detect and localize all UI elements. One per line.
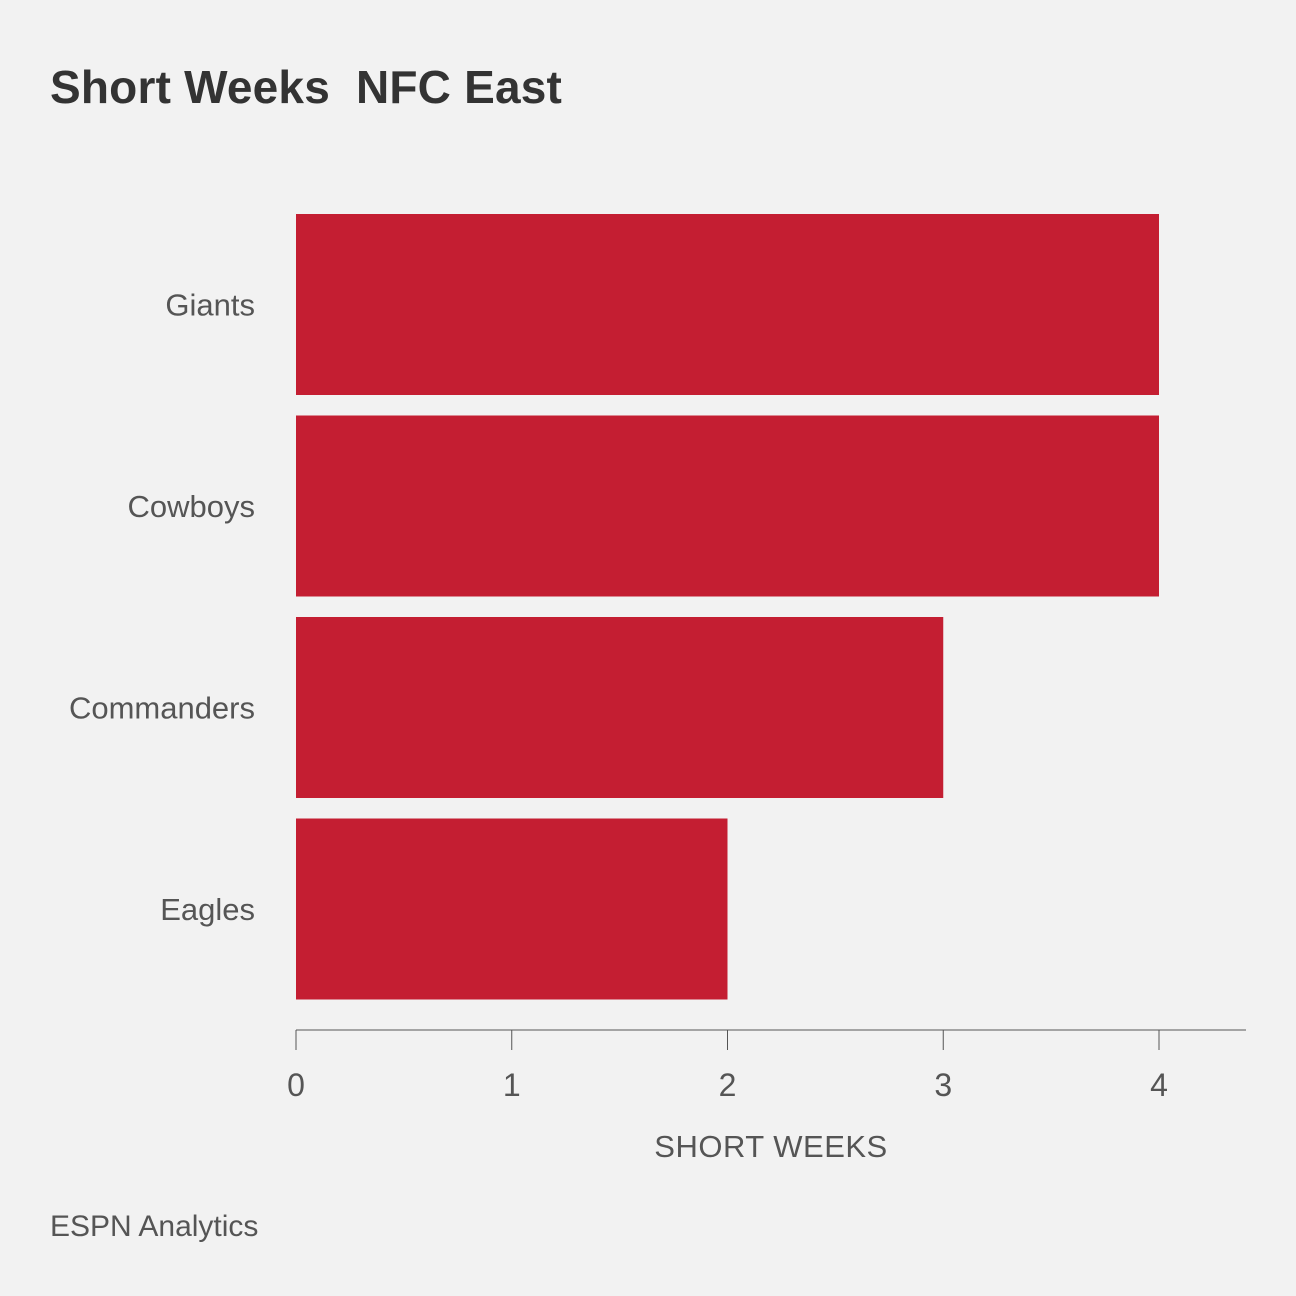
- bars-group: [296, 214, 1159, 1000]
- x-axis: 0 1 2 3 4: [287, 1029, 1246, 1103]
- category-label-eagles: Eagles: [160, 892, 255, 927]
- category-label-cowboys: Cowboys: [128, 489, 256, 524]
- bar-cowboys: [296, 415, 1159, 597]
- category-labels: Giants Cowboys Commanders Eagles: [69, 288, 255, 928]
- x-axis-title: SHORT WEEKS: [654, 1129, 887, 1164]
- source-credit: ESPN Analytics: [50, 1210, 259, 1243]
- x-tick-label-3: 3: [934, 1067, 952, 1103]
- bar-commanders: [296, 617, 944, 798]
- bar-giants: [296, 214, 1159, 395]
- bar-eagles: [296, 818, 728, 1000]
- category-label-giants: Giants: [165, 288, 255, 323]
- x-tick-label-0: 0: [287, 1067, 305, 1103]
- x-tick-label-4: 4: [1150, 1067, 1168, 1103]
- chart-title: Short Weeks NFC East: [50, 61, 563, 113]
- x-tick-label-1: 1: [503, 1067, 521, 1103]
- category-label-commanders: Commanders: [69, 691, 255, 726]
- x-tick-label-2: 2: [719, 1067, 737, 1103]
